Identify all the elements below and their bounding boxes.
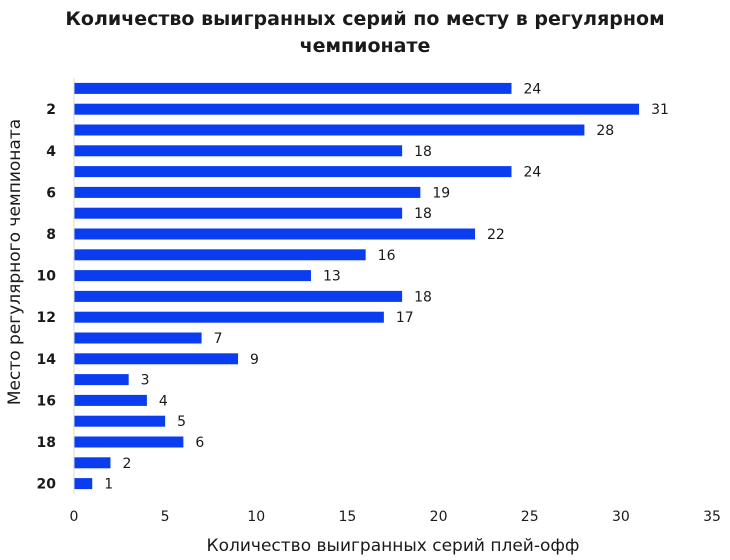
- y-tick-label: 10: [37, 269, 57, 285]
- x-tick-label: 15: [339, 509, 357, 525]
- x-tick-label: 30: [612, 509, 630, 525]
- bar-place-16: [74, 394, 147, 406]
- y-tick-label: 6: [46, 185, 56, 201]
- x-axis-ticks: 0 5 10 15 20 25 30 35: [70, 509, 721, 525]
- data-label-place-7: 18: [414, 206, 432, 222]
- bar-place-1: [74, 82, 512, 94]
- y-tick-label: 18: [37, 435, 56, 451]
- data-label-place-9: 16: [378, 248, 396, 264]
- bar-place-15: [74, 374, 129, 386]
- data-label-place-15: 3: [141, 373, 150, 389]
- x-tick-label: 25: [521, 509, 539, 525]
- bar-place-13: [74, 332, 202, 344]
- x-tick-label: 35: [703, 509, 721, 525]
- bar-place-11: [74, 290, 403, 302]
- bar-place-9: [74, 249, 366, 261]
- bar-place-10: [74, 270, 311, 282]
- data-label-place-13: 7: [214, 331, 223, 347]
- data-label-place-14: 9: [250, 352, 259, 368]
- data-label-place-19: 2: [122, 456, 131, 472]
- y-axis-ticks: 2 4 6 8 10 12 14 16 18 20: [37, 102, 57, 492]
- y-tick-label: 16: [37, 393, 56, 409]
- bar-place-19: [74, 457, 111, 469]
- x-tick-label: 20: [430, 509, 448, 525]
- data-label-place-10: 13: [323, 269, 341, 285]
- data-label-place-8: 22: [487, 227, 505, 243]
- bar-place-14: [74, 353, 239, 365]
- bar-place-6: [74, 186, 421, 198]
- y-tick-label: 20: [37, 477, 57, 493]
- y-tick-label: 12: [37, 310, 56, 326]
- y-axis-title: Место регулярного чемпионата: [5, 119, 25, 405]
- data-label-place-16: 4: [159, 393, 168, 409]
- y-tick-label: 8: [46, 227, 56, 243]
- data-label-place-4: 18: [414, 144, 432, 160]
- y-tick-label: 4: [46, 144, 56, 160]
- x-axis-title: Количество выигранных серий плей-офф: [207, 536, 580, 556]
- bar-place-12: [74, 311, 384, 323]
- data-label-place-5: 24: [523, 165, 541, 181]
- bar-place-8: [74, 228, 476, 240]
- bar-place-5: [74, 166, 512, 178]
- x-tick-label: 0: [70, 509, 79, 525]
- chart-title: Количество выигранных серий по месту в р…: [65, 8, 665, 57]
- data-label-place-17: 5: [177, 414, 186, 430]
- data-label-place-3: 28: [596, 123, 614, 139]
- bar-place-17: [74, 415, 166, 427]
- bar-place-2: [74, 103, 640, 115]
- bar-place-7: [74, 207, 403, 219]
- x-tick-label: 5: [161, 509, 170, 525]
- x-tick-label: 10: [247, 509, 265, 525]
- data-label-place-1: 24: [523, 81, 541, 97]
- data-label-place-6: 19: [432, 185, 450, 201]
- data-label-place-20: 1: [104, 477, 113, 493]
- bar-place-4: [74, 145, 403, 157]
- data-label-place-2: 31: [651, 102, 669, 118]
- bars-group: [74, 82, 640, 490]
- bar-place-20: [74, 478, 93, 490]
- y-tick-label: 2: [46, 102, 56, 118]
- bar-place-18: [74, 436, 184, 448]
- data-label-place-11: 18: [414, 289, 432, 305]
- data-label-place-18: 6: [195, 435, 204, 451]
- bar-place-3: [74, 124, 585, 136]
- y-tick-label: 14: [37, 352, 57, 368]
- data-label-place-12: 17: [396, 310, 414, 326]
